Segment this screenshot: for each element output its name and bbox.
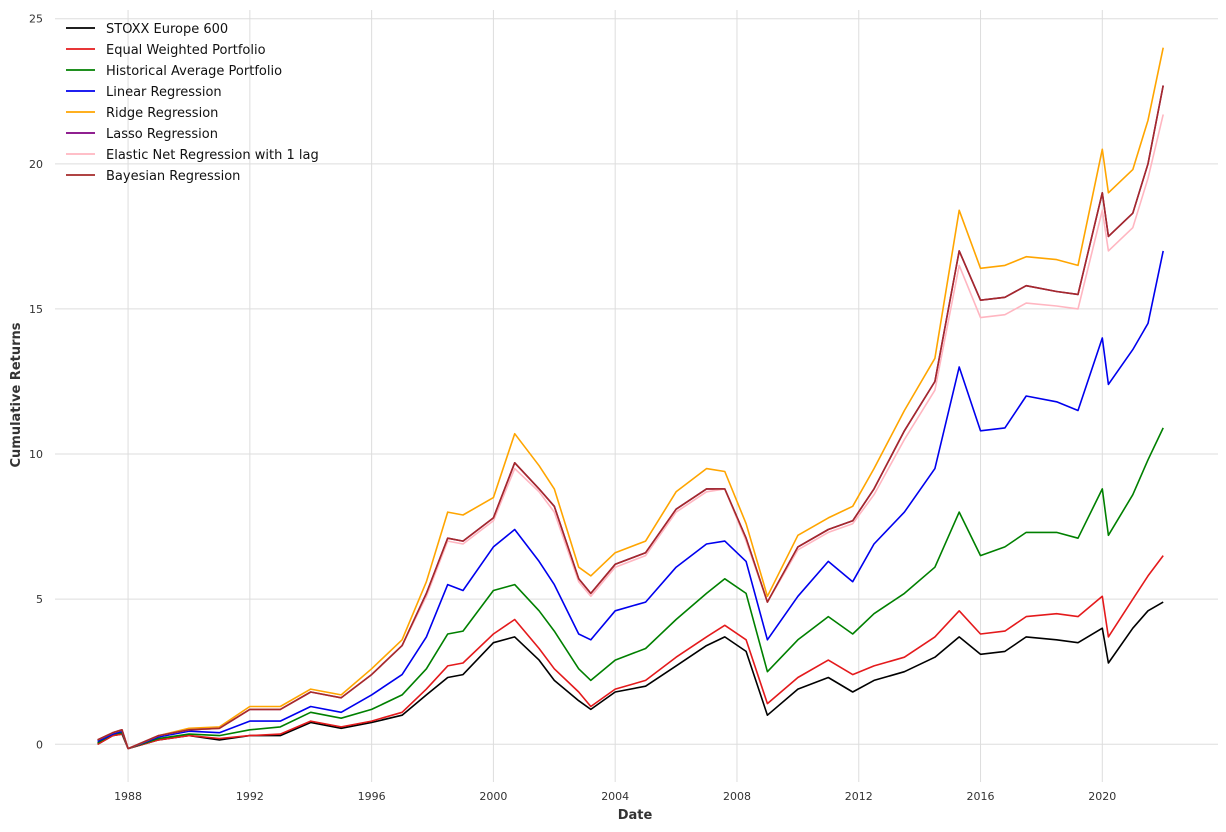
y-tick-labels: 0 5 10 15 20 25 [29, 13, 43, 752]
series-line-bayesian-regression [97, 85, 1164, 750]
horizontal-grid [55, 18, 1218, 745]
legend-label-linear-regression: Linear Regression [106, 85, 222, 100]
x-tick-label: 2008 [723, 790, 751, 803]
series-line-historical-average-portfolio [97, 427, 1164, 750]
x-tick-label: 1996 [358, 790, 386, 803]
series-line-ridge-regression [97, 47, 1164, 750]
y-tick-label: 10 [29, 448, 43, 461]
x-tick-labels: 1988 1992 1996 2000 2004 2008 2012 2016 2020 [114, 790, 1116, 803]
y-tick-label: 5 [36, 593, 43, 606]
series-line-stoxx-europe-600 [97, 601, 1164, 750]
y-tick-label: 0 [36, 738, 43, 751]
y-tick-label: 25 [29, 13, 43, 26]
legend-label-bayesian-regression: Bayesian Regression [106, 169, 240, 184]
legend-label-ridge-regression: Ridge Regression [106, 106, 218, 121]
y-tick-label: 15 [29, 303, 43, 316]
x-tick-label: 1988 [114, 790, 142, 803]
x-tick-label: 1992 [236, 790, 264, 803]
y-tick-label: 20 [29, 158, 43, 171]
legend: STOXX Europe 600 Equal Weighted Portfolio… [66, 22, 319, 184]
x-tick-label: 2004 [601, 790, 629, 803]
legend-label-stoxx-europe-600: STOXX Europe 600 [106, 22, 228, 37]
series-lines [97, 47, 1164, 750]
legend-label-lasso-regression: Lasso Regression [106, 127, 218, 142]
series-line-lasso-regression [97, 85, 1164, 750]
y-axis-label: Cumulative Returns [9, 322, 24, 467]
series-line-linear-regression [97, 250, 1164, 750]
vertical-grid [127, 10, 1103, 782]
legend-label-historical-average-portfolio: Historical Average Portfolio [106, 64, 282, 79]
series-line-equal-weighted-portfolio [97, 555, 1164, 750]
x-tick-label: 2016 [967, 790, 995, 803]
x-tick-label: 2000 [479, 790, 507, 803]
x-tick-label: 2020 [1088, 790, 1116, 803]
legend-label-elastic-net-regression-with-1-lag: Elastic Net Regression with 1 lag [106, 148, 319, 163]
x-axis-label: Date [618, 808, 653, 823]
legend-label-equal-weighted-portfolio: Equal Weighted Portfolio [106, 43, 266, 58]
x-tick-label: 2012 [845, 790, 873, 803]
